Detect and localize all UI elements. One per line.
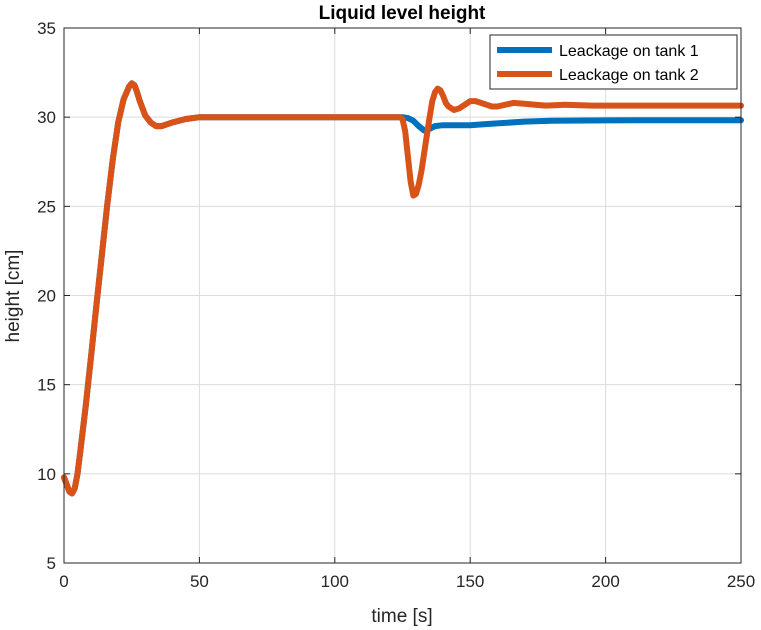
x-tick-label: 150 xyxy=(456,572,484,591)
legend-label-1: Leackage on tank 1 xyxy=(559,43,699,60)
x-tick-label: 50 xyxy=(190,572,209,591)
x-tick-label: 0 xyxy=(59,572,68,591)
y-axis-label: height [cm] xyxy=(3,250,24,343)
series-layer xyxy=(61,80,744,497)
x-tick-label: 100 xyxy=(321,572,349,591)
y-tick-label: 20 xyxy=(37,287,56,306)
series-line-2 xyxy=(61,80,744,497)
y-tick-label: 5 xyxy=(47,554,56,573)
y-tick-label: 30 xyxy=(37,108,56,127)
x-tick-label: 250 xyxy=(727,572,755,591)
legend-box xyxy=(489,34,738,90)
legend-label-2: Leackage on tank 2 xyxy=(559,67,699,84)
y-tick-label: 15 xyxy=(37,376,56,395)
y-tick-label: 25 xyxy=(37,197,56,216)
x-axis-label: time [s] xyxy=(371,606,432,627)
axis-ticks: 0 50 100 150 200 250 5 10 15 20 25 30 35 xyxy=(37,19,755,591)
x-tick-label: 200 xyxy=(591,572,619,591)
chart-title: Liquid level height xyxy=(319,3,486,24)
y-tick-label: 35 xyxy=(37,19,56,38)
y-tick-label: 10 xyxy=(37,465,56,484)
legend: Leackage on tank 1 Leackage on tank 2 xyxy=(489,34,738,90)
